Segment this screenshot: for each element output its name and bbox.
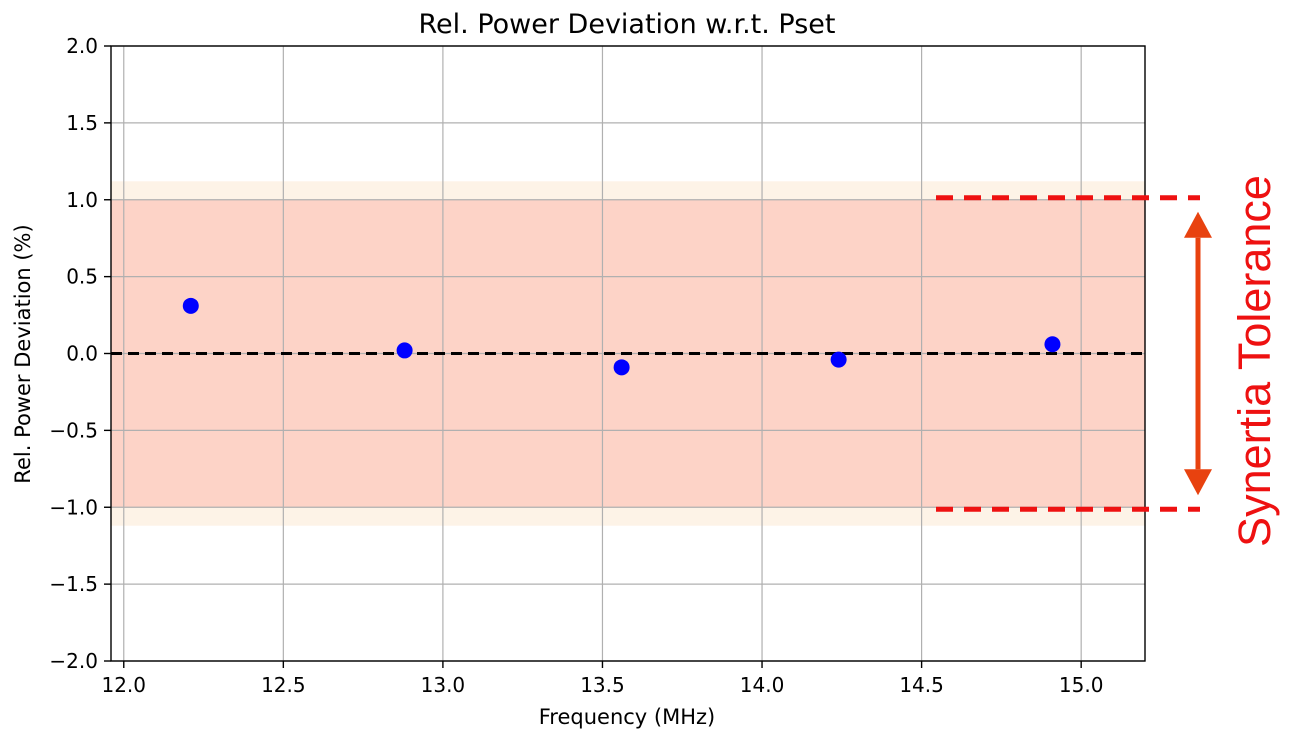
y-axis-label: Rel. Power Deviation (%) bbox=[11, 224, 35, 483]
y-tick-label: −2.0 bbox=[49, 649, 98, 673]
y-tick-label: 2.0 bbox=[66, 34, 98, 58]
x-tick-label: 14.5 bbox=[899, 673, 944, 697]
x-tick-label: 15.0 bbox=[1059, 673, 1104, 697]
data-point bbox=[182, 297, 199, 314]
data-point bbox=[613, 359, 630, 376]
data-point bbox=[396, 342, 413, 359]
y-tick-label: 0.5 bbox=[66, 265, 98, 289]
x-axis-ticks: 12.0 12.5 13.0 13.5 14.0 14.5 15.0 bbox=[101, 661, 1103, 697]
y-axis-ticks: −2.0 −1.5 −1.0 −0.5 0.0 0.5 1.0 1.5 2.0 bbox=[49, 34, 111, 673]
chart-title: Rel. Power Deviation w.r.t. Pset bbox=[419, 9, 836, 40]
y-tick-label: 1.5 bbox=[66, 111, 98, 135]
y-tick-label: −1.5 bbox=[49, 572, 98, 596]
y-tick-label: −1.0 bbox=[49, 495, 98, 519]
y-tick-label: 1.0 bbox=[66, 188, 98, 212]
x-tick-label: 13.5 bbox=[580, 673, 625, 697]
tolerance-arrow-down-head bbox=[1184, 469, 1212, 496]
x-tick-label: 14.0 bbox=[740, 673, 785, 697]
tolerance-annotation: Synertia Tolerance bbox=[936, 175, 1280, 547]
tolerance-label: Synertia Tolerance bbox=[1229, 175, 1280, 547]
data-point bbox=[1044, 336, 1061, 353]
tolerance-arrow-up-head bbox=[1184, 211, 1212, 238]
data-point bbox=[830, 351, 847, 368]
x-tick-label: 12.0 bbox=[101, 673, 146, 697]
y-tick-label: −0.5 bbox=[49, 418, 98, 442]
data-points bbox=[182, 297, 1061, 376]
y-tick-label: 0.0 bbox=[66, 342, 98, 366]
x-axis-label: Frequency (MHz) bbox=[539, 705, 715, 729]
x-tick-label: 12.5 bbox=[261, 673, 306, 697]
x-tick-label: 13.0 bbox=[421, 673, 466, 697]
